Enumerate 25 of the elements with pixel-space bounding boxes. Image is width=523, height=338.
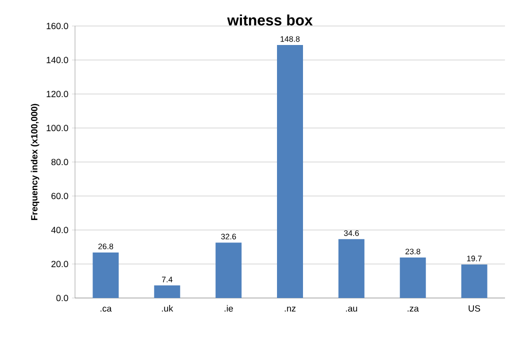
chart-title: witness box [227,14,313,26]
y-tick-label: 120.0 [46,90,68,98]
bar [400,258,426,298]
x-tick-label: US [468,305,480,312]
bar [154,285,180,298]
bar [92,252,119,298]
y-tick-label: 60.0 [51,192,68,200]
y-tick-label: 20.0 [51,260,68,268]
x-tick-label: .nz [284,306,296,312]
x-tick-label: .ie [224,305,233,312]
y-tick-label: 80.0 [51,158,68,166]
y-tick-label: 40.0 [51,226,68,234]
y-axis-title: Frequency index (x100,000) [30,104,40,220]
bar [338,239,364,298]
bar [216,242,242,298]
x-tick-label: .uk [162,305,174,312]
y-tick-label: 100.0 [46,124,68,132]
x-tick-label: .za [408,306,419,312]
y-tick-label: 0.0 [56,294,68,302]
x-tick-label: .ca [100,306,112,312]
y-tick-label: 160.0 [46,22,68,30]
bar [277,45,303,298]
x-tick-label: .au [346,306,358,312]
bar [461,264,488,298]
y-tick-label: 140.0 [46,56,68,64]
